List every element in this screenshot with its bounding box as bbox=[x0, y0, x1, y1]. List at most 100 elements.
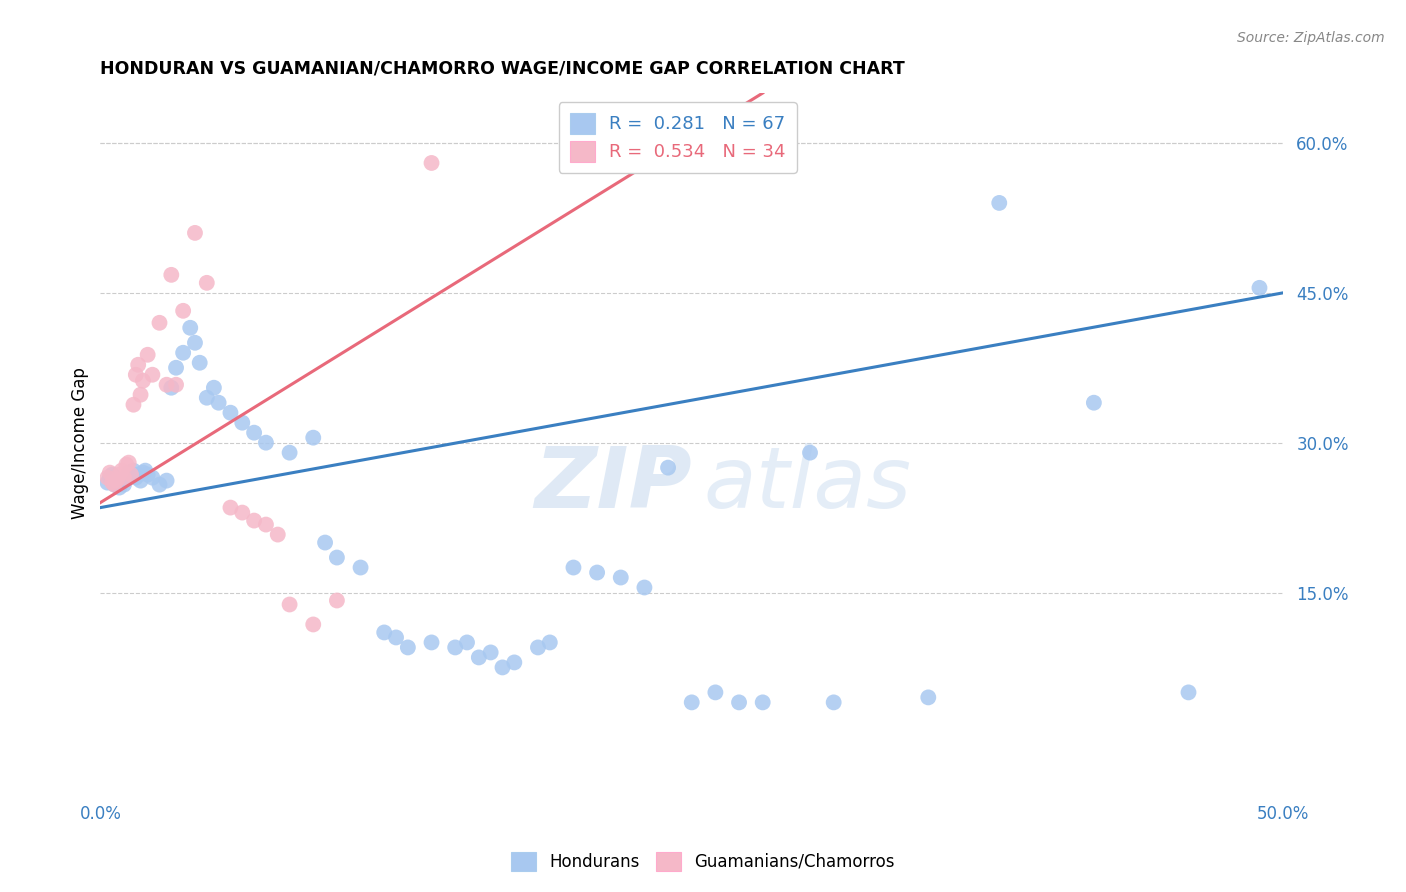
Point bbox=[105, 474, 128, 488]
Point bbox=[444, 640, 467, 655]
Point bbox=[118, 456, 141, 470]
Point bbox=[385, 631, 408, 645]
Point bbox=[165, 360, 187, 375]
Point bbox=[195, 391, 218, 405]
Point bbox=[129, 474, 152, 488]
Point bbox=[155, 474, 177, 488]
Point bbox=[314, 535, 336, 549]
Point bbox=[160, 381, 183, 395]
Point bbox=[112, 470, 135, 484]
Point bbox=[917, 690, 939, 705]
Point bbox=[527, 640, 550, 655]
Point bbox=[728, 695, 751, 709]
Point bbox=[278, 598, 301, 612]
Point bbox=[1177, 685, 1199, 699]
Point bbox=[202, 381, 225, 395]
Point bbox=[98, 470, 121, 484]
Point bbox=[396, 640, 419, 655]
Point bbox=[155, 377, 177, 392]
Y-axis label: Wage/Income Gap: Wage/Income Gap bbox=[72, 367, 89, 518]
Point bbox=[148, 477, 170, 491]
Point bbox=[141, 368, 163, 382]
Point bbox=[179, 320, 201, 334]
Point bbox=[101, 475, 124, 490]
Point bbox=[254, 517, 277, 532]
Text: ZIP: ZIP bbox=[534, 443, 692, 526]
Point bbox=[125, 368, 148, 382]
Point bbox=[586, 566, 609, 580]
Point bbox=[132, 466, 155, 480]
Point bbox=[219, 406, 242, 420]
Point bbox=[115, 458, 138, 472]
Point bbox=[136, 348, 159, 362]
Point bbox=[103, 477, 125, 491]
Point bbox=[326, 550, 349, 565]
Point bbox=[141, 470, 163, 484]
Point bbox=[538, 635, 561, 649]
Point bbox=[420, 635, 443, 649]
Point bbox=[96, 475, 118, 490]
Point bbox=[120, 467, 142, 482]
Point bbox=[125, 470, 148, 484]
Point bbox=[132, 374, 155, 388]
Point bbox=[456, 635, 478, 649]
Point bbox=[823, 695, 845, 709]
Legend: R =  0.281   N = 67, R =  0.534   N = 34: R = 0.281 N = 67, R = 0.534 N = 34 bbox=[558, 102, 797, 173]
Point bbox=[1083, 395, 1105, 409]
Point bbox=[503, 656, 526, 670]
Point bbox=[988, 195, 1011, 210]
Point bbox=[267, 527, 290, 541]
Point bbox=[468, 650, 491, 665]
Point bbox=[96, 470, 118, 484]
Point bbox=[254, 435, 277, 450]
Point bbox=[479, 645, 502, 659]
Point bbox=[420, 156, 443, 170]
Point bbox=[122, 464, 145, 478]
Point bbox=[195, 276, 218, 290]
Point bbox=[108, 481, 131, 495]
Point bbox=[302, 617, 325, 632]
Text: atlas: atlas bbox=[703, 443, 911, 526]
Point bbox=[172, 303, 194, 318]
Point bbox=[231, 416, 253, 430]
Point bbox=[165, 377, 187, 392]
Point bbox=[136, 467, 159, 482]
Point bbox=[278, 445, 301, 459]
Text: HONDURAN VS GUAMANIAN/CHAMORRO WAGE/INCOME GAP CORRELATION CHART: HONDURAN VS GUAMANIAN/CHAMORRO WAGE/INCO… bbox=[100, 60, 905, 78]
Point bbox=[105, 474, 128, 488]
Point bbox=[243, 514, 266, 528]
Point bbox=[120, 467, 142, 482]
Point bbox=[184, 335, 207, 350]
Point bbox=[98, 466, 121, 480]
Point bbox=[134, 464, 156, 478]
Point bbox=[610, 570, 633, 584]
Point bbox=[188, 356, 211, 370]
Legend: Hondurans, Guamanians/Chamorros: Hondurans, Guamanians/Chamorros bbox=[502, 843, 904, 880]
Point bbox=[118, 466, 141, 480]
Point bbox=[103, 477, 125, 491]
Point bbox=[108, 467, 131, 482]
Point bbox=[326, 593, 349, 607]
Point bbox=[122, 398, 145, 412]
Point bbox=[111, 464, 134, 478]
Point bbox=[243, 425, 266, 440]
Point bbox=[1249, 281, 1271, 295]
Point bbox=[349, 560, 371, 574]
Point bbox=[148, 316, 170, 330]
Point bbox=[101, 467, 124, 482]
Point bbox=[657, 460, 679, 475]
Point bbox=[681, 695, 703, 709]
Point bbox=[704, 685, 727, 699]
Point bbox=[302, 431, 325, 445]
Point bbox=[799, 445, 821, 459]
Point bbox=[219, 500, 242, 515]
Point bbox=[112, 477, 135, 491]
Point bbox=[172, 345, 194, 359]
Point bbox=[127, 358, 149, 372]
Point bbox=[115, 470, 138, 484]
Point bbox=[751, 695, 773, 709]
Point bbox=[231, 506, 253, 520]
Point bbox=[129, 388, 152, 402]
Point bbox=[373, 625, 395, 640]
Point bbox=[491, 660, 513, 674]
